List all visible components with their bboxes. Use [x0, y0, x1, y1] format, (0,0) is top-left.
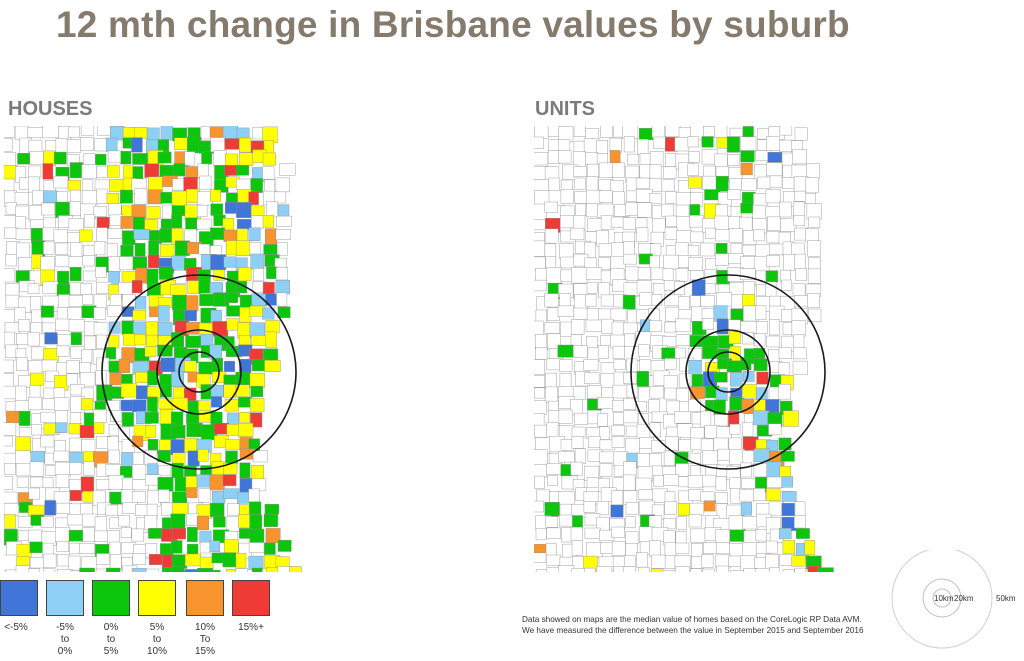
data-footnote: Data showed on maps are the median value… — [522, 615, 864, 635]
legend-label-0-5: 0% to 5% — [103, 622, 119, 657]
scale-label-20km: 20km — [954, 594, 974, 603]
distance-ring-outer — [101, 274, 297, 470]
legend-label-minus5-0: -5% to 0% — [56, 622, 74, 657]
distance-ring-outer — [630, 274, 826, 470]
legend-label-10-15: 10% To 15% — [194, 622, 215, 657]
legend-swatch-0-5 — [92, 580, 130, 616]
legend-swatch-15plus — [232, 580, 270, 616]
distance-ring-inner — [178, 351, 220, 393]
legend-label-15plus: 15%+ — [238, 622, 264, 633]
distance-ring-middle — [156, 329, 242, 415]
legend: <-5% -5% to 0% 0% to 5% 5% to 10% 10% To… — [0, 580, 280, 661]
units-label: UNITS — [535, 98, 595, 120]
legend-label-lt-minus5: <-5% — [4, 622, 28, 633]
suburb-grid — [4, 126, 302, 572]
page-title: 12 mth change in Brisbane values by subu… — [56, 4, 850, 45]
houses-label: HOUSES — [8, 98, 93, 120]
distance-scale: 10km 20km 50km — [891, 550, 1016, 649]
scale-ring-inner — [932, 588, 952, 608]
distance-ring-inner — [707, 351, 749, 393]
scale-ring-middle — [922, 578, 962, 618]
legend-swatch-minus5-0 — [46, 580, 84, 616]
distance-ring-middle — [685, 329, 771, 415]
legend-swatch-lt-minus5 — [0, 580, 38, 616]
scale-label-50km: 50km — [996, 594, 1016, 603]
scale-ring-outer — [891, 550, 993, 649]
units-map — [534, 126, 834, 572]
scale-label-10km: 10km — [934, 594, 954, 603]
houses-map — [4, 126, 302, 572]
legend-swatch-10-15 — [186, 580, 224, 616]
legend-label-5-10: 5% to 10% — [146, 622, 167, 657]
legend-swatch-5-10 — [138, 580, 176, 616]
suburb-grid — [534, 126, 834, 572]
